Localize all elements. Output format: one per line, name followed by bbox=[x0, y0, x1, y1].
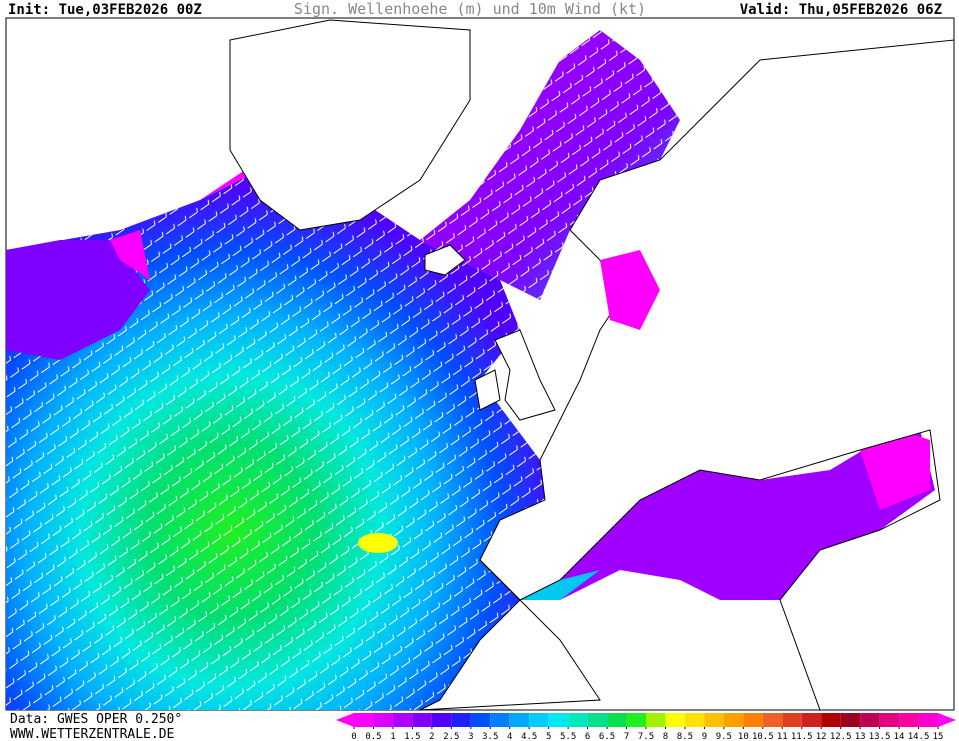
colorbar-swatch bbox=[860, 713, 880, 727]
colorbar-label: 9 bbox=[702, 732, 707, 741]
colorbar-swatch bbox=[879, 713, 900, 727]
colorbar-label: 5 bbox=[546, 732, 551, 741]
colorbar-label: 0 bbox=[351, 732, 356, 741]
colorbar-label: 3.5 bbox=[482, 732, 498, 741]
colorbar-swatch bbox=[431, 713, 452, 727]
baltic-waves bbox=[600, 250, 660, 330]
colorbar-label: 7.5 bbox=[638, 732, 654, 741]
colorbar-label: 4 bbox=[507, 732, 512, 741]
colorbar-swatch bbox=[392, 713, 413, 727]
colorbar-label: 0.5 bbox=[365, 732, 381, 741]
colorbar-swatch bbox=[821, 713, 841, 727]
colorbar-swatch bbox=[451, 713, 471, 727]
colorbar-swatch bbox=[723, 713, 744, 727]
colorbar-label: 15 bbox=[933, 732, 944, 741]
mediterranean-waves bbox=[520, 430, 935, 600]
colorbar-swatch bbox=[607, 713, 627, 727]
colorbar-label: 2 bbox=[429, 732, 434, 741]
colorbar-label: 10 bbox=[738, 732, 749, 741]
colorbar-swatch bbox=[684, 713, 705, 727]
greenland bbox=[229, 19, 471, 231]
colorbar-label: 5.5 bbox=[560, 732, 576, 741]
iceland bbox=[424, 244, 466, 276]
europe bbox=[479, 39, 955, 711]
colorbar-swatch bbox=[743, 713, 763, 727]
init-time: Init: Tue,03FEB2026 00Z bbox=[8, 2, 202, 18]
colorbar-label: 9.5 bbox=[716, 732, 732, 741]
colorbar-label: 1.5 bbox=[404, 732, 420, 741]
colorbar-label: 11.5 bbox=[791, 732, 813, 741]
colorbar-under bbox=[336, 713, 354, 727]
colorbar-swatch bbox=[782, 713, 802, 727]
eastern-med bbox=[860, 430, 930, 510]
colorbar-label: 12 bbox=[816, 732, 827, 741]
colorbar-label: 12.5 bbox=[830, 732, 852, 741]
colorbar-swatch bbox=[762, 713, 783, 727]
map bbox=[5, 17, 955, 711]
colorbar-swatch bbox=[412, 713, 432, 727]
colorbar-label: 3 bbox=[468, 732, 473, 741]
colorbar-label: 13.5 bbox=[869, 732, 891, 741]
colorbar-swatch bbox=[470, 713, 491, 727]
website: WWW.WETTERZENTRALE.DE bbox=[10, 727, 174, 741]
colorbar-swatch bbox=[587, 713, 608, 727]
colorbar-label: 1 bbox=[390, 732, 395, 741]
colorbar-swatch bbox=[568, 713, 588, 727]
colorbar-label: 2.5 bbox=[443, 732, 459, 741]
colorbar-label: 7 bbox=[624, 732, 629, 741]
alboran-waves bbox=[520, 570, 600, 600]
colorbar-label: 14.5 bbox=[908, 732, 930, 741]
colorbar-swatch bbox=[646, 713, 666, 727]
colorbar-label: 13 bbox=[855, 732, 866, 741]
colorbar-swatch bbox=[529, 713, 549, 727]
colorbar-label: 10.5 bbox=[752, 732, 774, 741]
colorbar-over bbox=[938, 713, 956, 727]
data-source: Data: GWES OPER 0.250° bbox=[10, 712, 182, 727]
colorbar-swatch bbox=[665, 713, 685, 727]
ice-edge bbox=[110, 230, 150, 280]
colorbar-label: 14 bbox=[894, 732, 905, 741]
colorbar-swatch bbox=[626, 713, 646, 727]
colorbar-label: 11 bbox=[777, 732, 788, 741]
colorbar-swatch bbox=[801, 713, 822, 727]
ireland bbox=[474, 369, 501, 411]
colorbar-label: 6 bbox=[585, 732, 590, 741]
colorbar-label: 4.5 bbox=[521, 732, 537, 741]
colorbar-swatch bbox=[509, 713, 530, 727]
africa bbox=[419, 559, 601, 711]
labrador-waves bbox=[6, 240, 150, 360]
colorbar-swatch bbox=[373, 713, 393, 727]
colorbar: 0 0.5 1 1.5 2 2.5 3 3.5 4 4.5 5 5.5 6 6.5 7 7.5 8 8.5 9 9.5… bbox=[336, 713, 956, 741]
colorbar-swatch bbox=[354, 713, 374, 727]
britain bbox=[494, 329, 556, 421]
wave-max bbox=[358, 533, 398, 553]
colorbar-swatch bbox=[704, 713, 724, 727]
wind-barbs bbox=[420, 30, 680, 300]
colorbar-swatch bbox=[548, 713, 569, 727]
colorbar-swatch bbox=[918, 713, 938, 727]
colorbar-label: 6.5 bbox=[599, 732, 615, 741]
colorbar-label: 8.5 bbox=[677, 732, 693, 741]
valid-time: Valid: Thu,05FEB2026 06Z bbox=[740, 2, 942, 18]
colorbar-swatch bbox=[840, 713, 861, 727]
map-title: Sign. Wellenhoehe (m) und 10m Wind (kt) bbox=[294, 0, 646, 18]
colorbar-swatch bbox=[490, 713, 510, 727]
colorbar-label: 8 bbox=[663, 732, 668, 741]
colorbar-swatch bbox=[899, 713, 919, 727]
